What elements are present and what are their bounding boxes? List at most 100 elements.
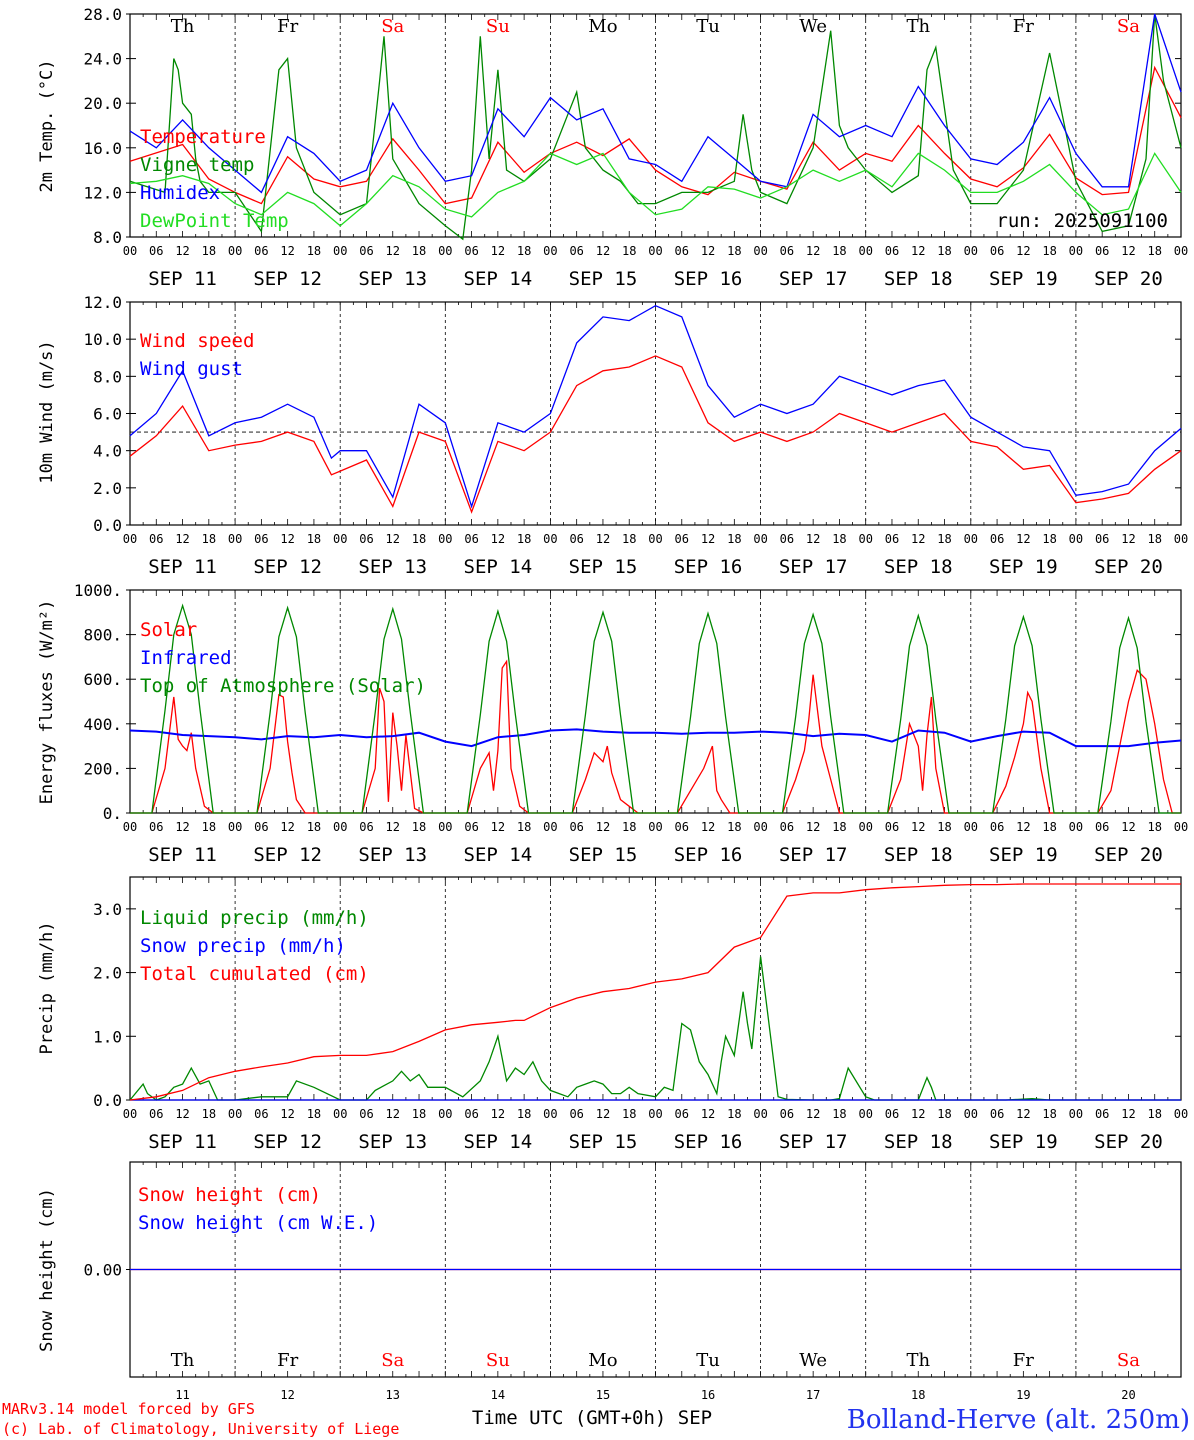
panel-3: 0. 200. 400. 600. 800. 1000. Energy fluxes (W/… [37, 581, 1188, 866]
hour-label: 12 [491, 820, 505, 834]
hour-label: 12 [175, 820, 189, 834]
hour-label: 06 [569, 820, 583, 834]
y-tick-label: 0.0 [93, 1091, 122, 1110]
y-axis-label: 10m Wind (m/s) [37, 340, 57, 483]
hour-label: 06 [1095, 1107, 1109, 1121]
series-vigne-temp [129, 13, 1182, 241]
panel-5: 0.00 Snow height (cm) Snow height (cm) Snow… [37, 1161, 1182, 1402]
hour-label: 12 [280, 1107, 294, 1121]
hour-label: 06 [359, 1107, 373, 1121]
hour-label: 06 [990, 1107, 1004, 1121]
hour-label: 18 [832, 820, 846, 834]
day-name: Fr [1013, 16, 1034, 37]
y-axis-label: Snow height (cm) [37, 1188, 57, 1352]
day-name: Fr [277, 16, 298, 37]
hour-label: 06 [675, 244, 689, 258]
date-label: SEP 15 [569, 556, 638, 578]
hour-label: 18 [1147, 820, 1161, 834]
hour-label: 06 [464, 244, 478, 258]
hour-label: 06 [359, 244, 373, 258]
hour-label: 12 [701, 532, 715, 546]
date-label: SEP 20 [1094, 1131, 1163, 1153]
day-number: 19 [1016, 1388, 1030, 1402]
hour-label: 00 [543, 820, 557, 834]
hour-label: 18 [622, 532, 636, 546]
hour-label: 00 [1069, 820, 1083, 834]
y-tick-label: 8.0 [93, 228, 122, 247]
day-name: Sa [381, 16, 404, 37]
y-tick-label: 0. [103, 804, 122, 823]
y-tick-label: 2.0 [93, 479, 122, 498]
hour-label: 06 [885, 532, 899, 546]
hour-label: 12 [175, 244, 189, 258]
panel-1: 8.0 12.0 16.0 20.0 24.0 28.0 2m Temp. (°C) Temp… [37, 5, 1188, 290]
hour-label: 18 [727, 1107, 741, 1121]
hour-label: 12 [596, 244, 610, 258]
legend-entry: Snow precip (mm/h) [140, 935, 346, 957]
hour-label: 00 [858, 532, 872, 546]
hour-label: 06 [780, 244, 794, 258]
date-label: SEP 20 [1094, 844, 1163, 866]
hour-label: 06 [569, 1107, 583, 1121]
hour-label: 00 [964, 1107, 978, 1121]
date-label: SEP 12 [253, 268, 322, 290]
date-label: SEP 12 [253, 844, 322, 866]
hour-label: 00 [964, 532, 978, 546]
legend-entry: Wind gust [140, 358, 243, 380]
hour-label: 06 [149, 532, 163, 546]
hour-label: 18 [832, 532, 846, 546]
hour-label: 12 [596, 532, 610, 546]
hour-label: 12 [806, 1107, 820, 1121]
hour-label: 12 [1016, 244, 1030, 258]
hour-label: 00 [543, 244, 557, 258]
hour-label: 06 [569, 244, 583, 258]
panel-4: 0.0 1.0 2.0 3.0 Precip (mm/h) Liquid precip (… [37, 876, 1188, 1153]
series-humidex [129, 13, 1182, 194]
hour-label: 18 [412, 244, 426, 258]
hour-label: 00 [543, 1107, 557, 1121]
hour-label: 00 [964, 820, 978, 834]
hour-label: 06 [149, 244, 163, 258]
hour-label: 00 [123, 1107, 137, 1121]
hour-label: 18 [517, 1107, 531, 1121]
legend-entry: Vigne temp [140, 154, 254, 176]
hour-label: 12 [1016, 532, 1030, 546]
legend-entry: DewPoint Temp [140, 210, 289, 232]
y-tick-label: 20.0 [83, 94, 122, 113]
hour-label: 12 [701, 244, 715, 258]
date-label: SEP 13 [358, 268, 427, 290]
hour-label: 00 [228, 244, 242, 258]
hour-label: 18 [1042, 244, 1056, 258]
hour-label: 06 [359, 820, 373, 834]
date-label: SEP 12 [253, 1131, 322, 1153]
hour-label: 12 [491, 1107, 505, 1121]
legend-entry: Total cumulated (cm) [140, 963, 369, 985]
panel-2: 0.0 2.0 4.0 6.0 8.0 10.0 12.0 10m Wind (m/s) Win… [37, 293, 1188, 578]
hour-label: 00 [648, 820, 662, 834]
hour-label: 18 [517, 820, 531, 834]
hour-label: 06 [1095, 244, 1109, 258]
hour-label: 00 [333, 1107, 347, 1121]
y-tick-label: 0.0 [93, 516, 122, 535]
day-number: 13 [386, 1388, 400, 1402]
hour-label: 06 [254, 532, 268, 546]
date-label: SEP 14 [464, 268, 533, 290]
date-label: SEP 14 [464, 556, 533, 578]
date-label: SEP 15 [569, 268, 638, 290]
legend-entry: Humidex [140, 182, 220, 204]
date-label: SEP 16 [674, 1131, 743, 1153]
series-dewpoint-temp [129, 152, 1182, 227]
hour-label: 00 [648, 1107, 662, 1121]
day-number: 15 [596, 1388, 610, 1402]
hour-label: 00 [964, 244, 978, 258]
y-axis-label: Energy fluxes (W/m²) [37, 600, 57, 805]
date-label: SEP 15 [569, 1131, 638, 1153]
date-label: SEP 14 [464, 1131, 533, 1153]
date-label: SEP 11 [148, 556, 217, 578]
day-number: 16 [701, 1388, 715, 1402]
day-name: Sa [1117, 1350, 1140, 1371]
day-number: 14 [491, 1388, 505, 1402]
hour-label: 06 [990, 532, 1004, 546]
hour-label: 06 [1095, 820, 1109, 834]
